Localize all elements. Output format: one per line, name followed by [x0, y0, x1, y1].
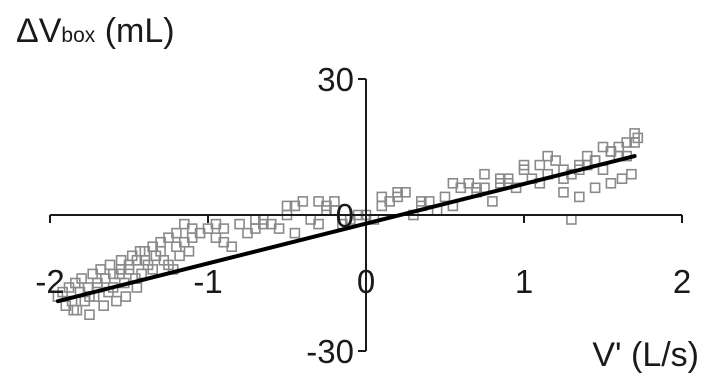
data-point — [605, 178, 617, 189]
data-point — [626, 168, 637, 180]
data-point — [502, 173, 514, 184]
data-point — [313, 218, 324, 230]
data-point — [400, 187, 411, 198]
data-point — [415, 196, 427, 207]
x-tick-label: -1 — [193, 263, 222, 300]
y-axis-label-unit: (mL) — [95, 12, 175, 50]
data-point — [76, 273, 87, 284]
data-point — [534, 159, 546, 171]
data-point — [281, 200, 293, 212]
data-point — [84, 309, 95, 321]
data-point — [111, 295, 122, 307]
y-tick-label: -30 — [306, 333, 354, 370]
data-point — [471, 182, 482, 194]
axes — [49, 78, 683, 352]
data-point — [68, 304, 79, 316]
data-point — [566, 214, 577, 225]
data-point — [98, 300, 109, 312]
x-axis-label: V' (L/s) — [592, 336, 699, 374]
data-point — [174, 250, 185, 262]
data-point — [273, 223, 285, 234]
data-point — [226, 241, 237, 252]
data-point — [573, 191, 585, 203]
x-tick-label: 0 — [357, 263, 375, 300]
data-point — [487, 196, 498, 207]
data-point — [616, 173, 628, 184]
data-point — [479, 168, 490, 180]
data-point — [104, 259, 116, 271]
data-point — [629, 128, 640, 139]
data-point — [558, 187, 569, 198]
x-tick-label: 2 — [673, 263, 691, 300]
trend-line-layer — [55, 154, 637, 304]
data-point — [257, 218, 269, 230]
data-point — [218, 223, 230, 234]
data-point — [329, 196, 340, 207]
y-axis-label-prefix: ΔV — [16, 12, 62, 50]
data-point — [289, 200, 301, 212]
data-point — [234, 218, 245, 230]
data-points — [52, 128, 644, 321]
x-tick-label: 1 — [515, 263, 533, 300]
data-point — [183, 246, 195, 257]
y-axis-label: ΔVbox (mL) — [16, 14, 175, 48]
data-point — [131, 255, 143, 266]
data-point — [447, 178, 459, 189]
data-point — [120, 291, 132, 302]
data-point — [518, 159, 530, 171]
data-point — [439, 191, 451, 203]
data-point — [589, 182, 601, 194]
data-point — [542, 150, 554, 162]
data-point — [376, 191, 388, 203]
x-tick-label: -2 — [35, 263, 64, 300]
y-tick-label: 0 — [336, 197, 354, 234]
data-point — [171, 227, 182, 239]
trend-line — [55, 154, 637, 304]
data-point — [289, 227, 301, 239]
data-point — [392, 187, 403, 198]
data-point — [71, 304, 83, 316]
y-axis-label-subscript: box — [61, 24, 96, 47]
y-tick-label: 30 — [317, 61, 354, 98]
data-point — [131, 282, 143, 293]
data-point — [621, 137, 633, 148]
data-point — [147, 264, 158, 275]
data-point — [186, 223, 198, 234]
